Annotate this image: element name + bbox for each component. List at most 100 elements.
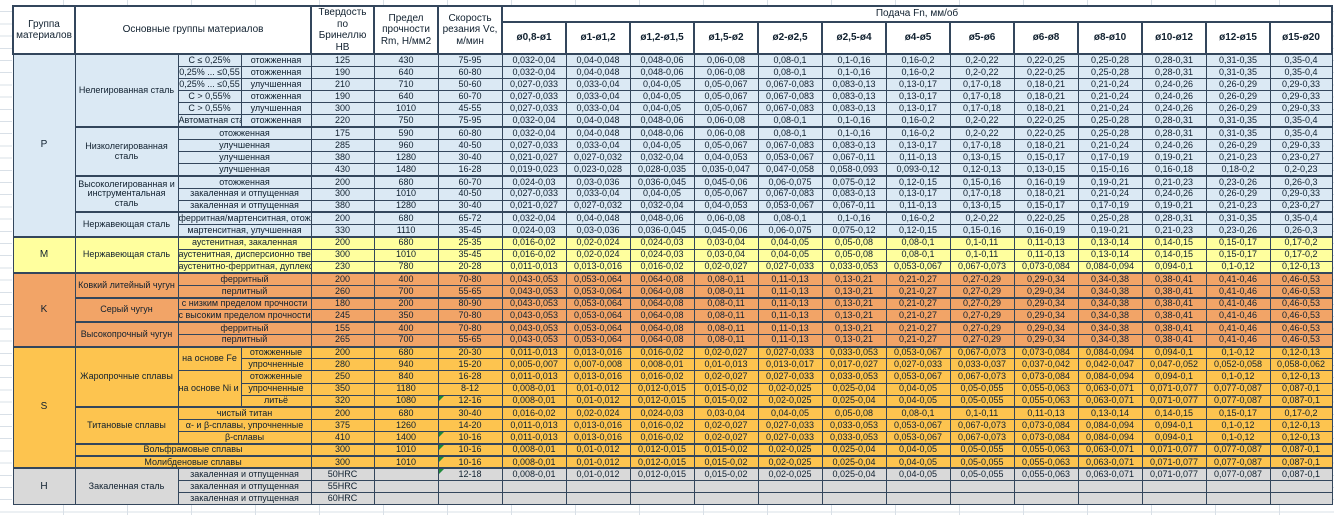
hardness-cell[interactable]: 380	[310, 199, 375, 213]
feed-cell[interactable]: 0,13-0,21	[821, 333, 887, 348]
material-label-cell[interactable]: отожженная	[240, 90, 312, 104]
feed-cell[interactable]: 0,23-0,27	[1269, 150, 1333, 165]
feed-cell[interactable]: 0,067-0,073	[949, 345, 1015, 360]
feed-cell[interactable]: 0,033-0,04	[565, 138, 631, 153]
feed-cell[interactable]: 0,1-0,11	[949, 235, 1015, 250]
feed-cell[interactable]: 0,16-0,2	[885, 53, 951, 67]
header-group[interactable]: Группа материалов	[12, 5, 76, 55]
feed-cell[interactable]: 0,22-0,25	[1013, 114, 1079, 128]
material-label-cell[interactable]: на основе Ni и Co	[177, 370, 242, 408]
feed-cell[interactable]: 0,16-0,18	[1141, 163, 1207, 177]
feed-cell[interactable]: 0,03-0,036	[565, 174, 631, 189]
material-label-cell[interactable]: ферритная/мартенситная, отожженная	[177, 211, 312, 226]
feed-cell[interactable]: 0,055-0,063	[1013, 394, 1079, 408]
feed-cell[interactable]: 0,34-0,38	[1077, 309, 1143, 323]
feed-cell[interactable]: 0,21-0,23	[1141, 174, 1207, 189]
hardness-cell[interactable]: 210	[310, 77, 375, 92]
strength-cell[interactable]: 1280	[373, 199, 439, 213]
material-label-cell[interactable]: ферритный	[177, 272, 312, 287]
feed-cell[interactable]: 0,38-0,41	[1141, 333, 1207, 348]
speed-cell[interactable]: 70-80	[437, 309, 503, 323]
feed-cell[interactable]: 0,058-0,062	[1269, 358, 1333, 372]
hardness-cell[interactable]: 200	[310, 211, 375, 226]
feed-cell[interactable]: 0,033-0,053	[821, 419, 887, 433]
material-label-cell[interactable]: Титановые сплавы	[74, 406, 179, 445]
feed-cell[interactable]: 0,015-0,02	[693, 455, 759, 469]
strength-cell[interactable]: 710	[373, 77, 439, 92]
feed-cell[interactable]: 0,08-0,11	[693, 333, 759, 348]
hardness-cell[interactable]: 190	[310, 90, 375, 104]
feed-cell[interactable]: 0,15-0,16	[1077, 163, 1143, 177]
strength-cell[interactable]: 1280	[373, 150, 439, 165]
feed-cell[interactable]: 0,26-0,29	[1205, 138, 1271, 153]
feed-cell[interactable]: 0,013-0,016	[565, 370, 631, 384]
feed-cell[interactable]: 0,02-0,025	[757, 467, 823, 482]
feed-cell[interactable]: 0,01-0,013	[693, 358, 759, 372]
feed-cell[interactable]: 0,46-0,53	[1269, 296, 1333, 311]
feed-cell[interactable]: 0,033-0,037	[949, 358, 1015, 372]
strength-cell[interactable]: 960	[373, 138, 439, 153]
feed-cell[interactable]: 0,2-0,22	[949, 114, 1015, 128]
feed-cell[interactable]: 0,033-0,053	[821, 345, 887, 360]
feed-cell[interactable]: 0,24-0,26	[1141, 102, 1207, 116]
feed-cell[interactable]: 0,21-0,27	[885, 309, 951, 323]
feed-cell[interactable]: 0,17-0,18	[949, 187, 1015, 201]
feed-cell[interactable]: 0,04-0,05	[885, 382, 951, 396]
feed-cell[interactable]: 0,04-0,048	[565, 211, 631, 226]
feed-cell[interactable]: 0,2-0,22	[949, 65, 1015, 79]
feed-cell[interactable]: 0,21-0,27	[885, 333, 951, 348]
feed-cell[interactable]: 0,15-0,17	[1205, 406, 1271, 421]
feed-cell[interactable]: 0,032-0,04	[501, 65, 567, 79]
feed-cell[interactable]: 0,008-0,01	[501, 394, 567, 408]
material-label-cell[interactable]: на основе Fe	[177, 345, 242, 372]
speed-cell[interactable]: 10-16	[437, 455, 503, 469]
hardness-cell[interactable]: 220	[310, 114, 375, 128]
feed-cell[interactable]: 0,27-0,29	[949, 333, 1015, 348]
material-label-cell[interactable]: Ковкий литейный чугун	[74, 272, 179, 299]
feed-cell[interactable]: 0,2-0,22	[949, 211, 1015, 226]
feed-cell[interactable]: 0,084-0,094	[1077, 419, 1143, 433]
feed-cell[interactable]: 0,21-0,23	[1205, 199, 1271, 213]
feed-cell[interactable]: 0,032-0,04	[629, 150, 695, 165]
feed-cell[interactable]: 0,024-0,03	[501, 174, 567, 189]
strength-cell[interactable]: 1180	[373, 382, 439, 396]
feed-cell[interactable]: 0,13-0,17	[885, 102, 951, 116]
feed-cell[interactable]: 0,032-0,04	[501, 53, 567, 67]
feed-cell[interactable]: 0,011-0,013	[501, 345, 567, 360]
material-label-cell[interactable]: 0,25% ... ≤0,55	[177, 65, 242, 79]
material-label-cell[interactable]: отожженная	[240, 114, 312, 128]
feed-cell[interactable]: 0,017-0,027	[821, 358, 887, 372]
hardness-cell[interactable]: 300	[310, 102, 375, 116]
material-label-cell[interactable]: закаленная и отпущенная	[177, 480, 312, 494]
feed-cell[interactable]: 0,087-0,1	[1269, 455, 1333, 469]
feed-cell[interactable]: 0,077-0,087	[1205, 455, 1271, 469]
speed-cell[interactable]: 30-40	[437, 406, 503, 421]
feed-cell[interactable]: 0,04-0,05	[885, 442, 951, 457]
hardness-cell[interactable]: 410	[310, 431, 375, 445]
feed-cell[interactable]: 0,28-0,31	[1141, 126, 1207, 140]
material-label-cell[interactable]: Автоматная сталь	[177, 114, 242, 128]
feed-cell[interactable]: 0,084-0,094	[1077, 370, 1143, 384]
feed-cell[interactable]: 0,048-0,06	[629, 211, 695, 226]
strength-cell[interactable]: 680	[373, 211, 439, 226]
feed-cell[interactable]: 0,011-0,013	[501, 419, 567, 433]
feed-cell[interactable]: 0,055-0,063	[1013, 442, 1079, 457]
feed-cell[interactable]: 0,053-0,067	[885, 345, 951, 360]
feed-cell[interactable]: 0,027-0,033	[501, 187, 567, 201]
feed-cell[interactable]: 0,013-0,016	[565, 419, 631, 433]
feed-cell[interactable]: 0,13-0,15	[949, 199, 1015, 213]
feed-cell[interactable]: 0,34-0,38	[1077, 296, 1143, 311]
feed-cell[interactable]: 0,2-0,22	[949, 53, 1015, 67]
feed-cell[interactable]: 0,08-0,11	[693, 285, 759, 299]
feed-cell[interactable]: 0,02-0,025	[757, 455, 823, 469]
material-label-cell[interactable]: с высоким пределом прочности	[177, 309, 312, 323]
feed-cell[interactable]: 0,29-0,33	[1269, 102, 1333, 116]
feed-cell[interactable]: 0,21-0,24	[1077, 77, 1143, 92]
feed-cell[interactable]: 0,067-0,083	[757, 90, 823, 104]
feed-cell[interactable]	[1077, 480, 1143, 494]
feed-cell[interactable]: 0,053-0,067	[885, 260, 951, 274]
strength-cell[interactable]: 590	[373, 126, 439, 140]
feed-cell[interactable]: 0,11-0,13	[1013, 406, 1079, 421]
feed-cell[interactable]: 0,05-0,067	[693, 77, 759, 92]
feed-cell[interactable]: 0,01-0,012	[565, 467, 631, 482]
